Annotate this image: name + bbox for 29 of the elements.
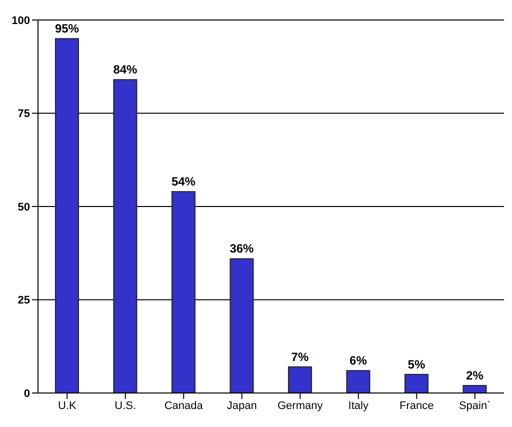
y-tick-label: 75: [18, 108, 30, 120]
bar: [346, 370, 370, 393]
x-tick-label: U.K: [58, 400, 77, 412]
x-tick-label: U.S.: [114, 400, 136, 412]
x-tick-label: Italy: [348, 400, 369, 412]
bar: [404, 374, 428, 393]
bar: [113, 79, 138, 393]
data-label: 6%: [350, 354, 368, 368]
y-tick-label: 25: [18, 294, 30, 307]
data-label: 54%: [171, 174, 196, 189]
y-tick-label: 50: [18, 201, 30, 214]
x-tick-label: Germany: [278, 400, 324, 412]
x-tick-label: Spain`: [458, 400, 491, 412]
data-label: 84%: [113, 62, 138, 77]
bar: [462, 385, 487, 393]
data-label: 95%: [54, 22, 80, 36]
x-tick-label: Canada: [164, 400, 204, 412]
data-label: 36%: [230, 242, 254, 256]
x-tick-label: France: [400, 400, 434, 412]
bar: [288, 366, 312, 393]
x-tick-label: Japan: [226, 400, 257, 412]
y-tick-label: 100: [12, 14, 30, 27]
bar: [171, 191, 196, 393]
data-label: 5%: [408, 357, 426, 372]
y-tick-label: 0: [24, 388, 30, 400]
data-label: 2%: [466, 368, 484, 383]
data-label: 7%: [291, 350, 309, 364]
bar: [54, 38, 79, 393]
bar: [230, 258, 254, 393]
